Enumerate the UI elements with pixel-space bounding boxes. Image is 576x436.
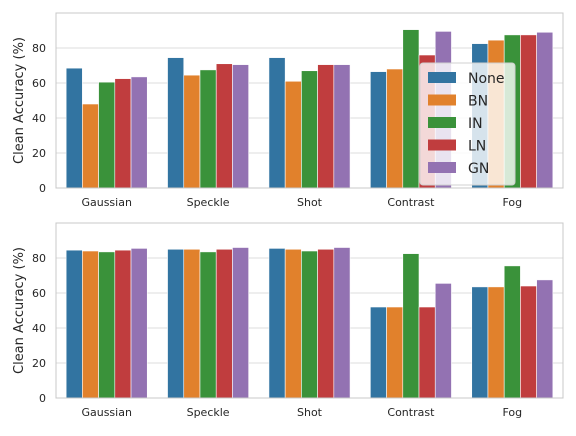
bar-none-shot (268, 248, 286, 399)
bar-ln-fog (520, 285, 537, 399)
bar-gn-speckle (232, 247, 249, 399)
legend-label-ln: LN (468, 139, 486, 155)
legend-label-gn: GN (468, 161, 489, 177)
legend-swatch-ln (428, 139, 456, 151)
bar-gn-gaussian (130, 76, 148, 189)
bar-bn-fog (487, 286, 505, 399)
bar-in-speckle (199, 69, 217, 189)
chart-panel-1: 0 20 40 60 80 Gaussian Speckle Shot Contrast Fog C… (12, 12, 564, 209)
bar-gn-shot (333, 64, 351, 189)
y-tick-label: 0 (39, 392, 46, 405)
y-tick-label: 20 (32, 147, 46, 160)
legend-label-bn: BN (468, 94, 488, 110)
legend-swatch-gn (428, 162, 456, 173)
bar-in-contrast (402, 253, 420, 399)
bar-none-gaussian (65, 67, 83, 189)
bar-in-contrast (402, 29, 420, 189)
bar-bn-contrast (386, 68, 404, 189)
y-tick-label: 20 (32, 357, 46, 370)
bar-none-contrast (370, 306, 387, 399)
bar-ln-gaussian (114, 78, 132, 189)
bar-ln-gaussian (114, 249, 132, 399)
bar-in-gaussian (98, 251, 116, 399)
bar-in-shot (301, 250, 318, 399)
y-axis-label: Clean Accuracy (%) (12, 247, 27, 374)
bar-in-speckle (199, 251, 217, 399)
x-tick-label: Fog (502, 406, 522, 419)
y-tick-label: 80 (32, 42, 46, 55)
x-tick-label: Shot (297, 406, 323, 419)
bar-none-contrast (370, 71, 387, 189)
chart-panel-2: 0 20 40 60 80 Gaussian Speckle Shot Contrast Fog C… (12, 222, 564, 419)
bar-bn-speckle (183, 74, 201, 189)
legend-swatch-none (428, 72, 456, 83)
bar-ln-fog (520, 34, 537, 189)
x-tick-label: Gaussian (81, 406, 131, 419)
y-tick-label: 0 (39, 182, 46, 195)
bar-ln-shot (317, 248, 335, 399)
y-axis-label: Clean Accuracy (%) (12, 37, 27, 164)
bar-none-fog (471, 286, 489, 399)
y-tick-label: 60 (32, 287, 46, 300)
bar-none-speckle (167, 248, 185, 399)
bar-gn-fog (536, 31, 554, 189)
plot-frame (55, 12, 564, 189)
legend-label-in: IN (468, 116, 483, 132)
bar-gn-contrast (434, 283, 452, 399)
bar-gn-fog (536, 279, 554, 399)
bar-ln-speckle (215, 63, 233, 189)
y-tick-label: 60 (32, 77, 46, 90)
bar-none-speckle (167, 57, 185, 189)
legend-swatch-bn (428, 94, 456, 106)
x-tick-label: Speckle (187, 406, 230, 419)
legend-label-none: None (468, 71, 505, 87)
bar-gn-gaussian (130, 248, 148, 399)
bar-bn-shot (284, 248, 302, 399)
x-tick-label: Gaussian (81, 196, 131, 209)
x-tick-label: Contrast (387, 196, 435, 209)
plot-frame (55, 222, 564, 399)
bar-in-shot (301, 70, 318, 189)
y-tick-label: 40 (32, 322, 46, 335)
bar-in-gaussian (98, 81, 116, 189)
bar-gn-shot (333, 247, 351, 399)
bar-none-shot (268, 57, 286, 189)
bar-ln-speckle (215, 248, 233, 399)
x-tick-label: Fog (502, 196, 522, 209)
legend: None BN IN LN GN (419, 62, 516, 186)
bar-ln-contrast (418, 306, 436, 399)
bar-bn-gaussian (82, 250, 99, 399)
bar-gn-speckle (232, 64, 249, 189)
bar-in-fog (503, 265, 521, 399)
y-tick-label: 40 (32, 112, 46, 125)
bar-bn-gaussian (82, 103, 99, 189)
x-tick-label: Speckle (187, 196, 230, 209)
bar-none-gaussian (65, 249, 83, 399)
x-tick-label: Shot (297, 196, 323, 209)
legend-swatch-in (428, 117, 456, 128)
bar-bn-contrast (386, 306, 404, 399)
y-tick-label: 80 (32, 252, 46, 265)
bar-bn-speckle (183, 248, 201, 399)
bar-ln-shot (317, 64, 335, 189)
x-tick-label: Contrast (387, 406, 435, 419)
legend-box (419, 62, 516, 186)
bar-bn-shot (284, 80, 302, 189)
